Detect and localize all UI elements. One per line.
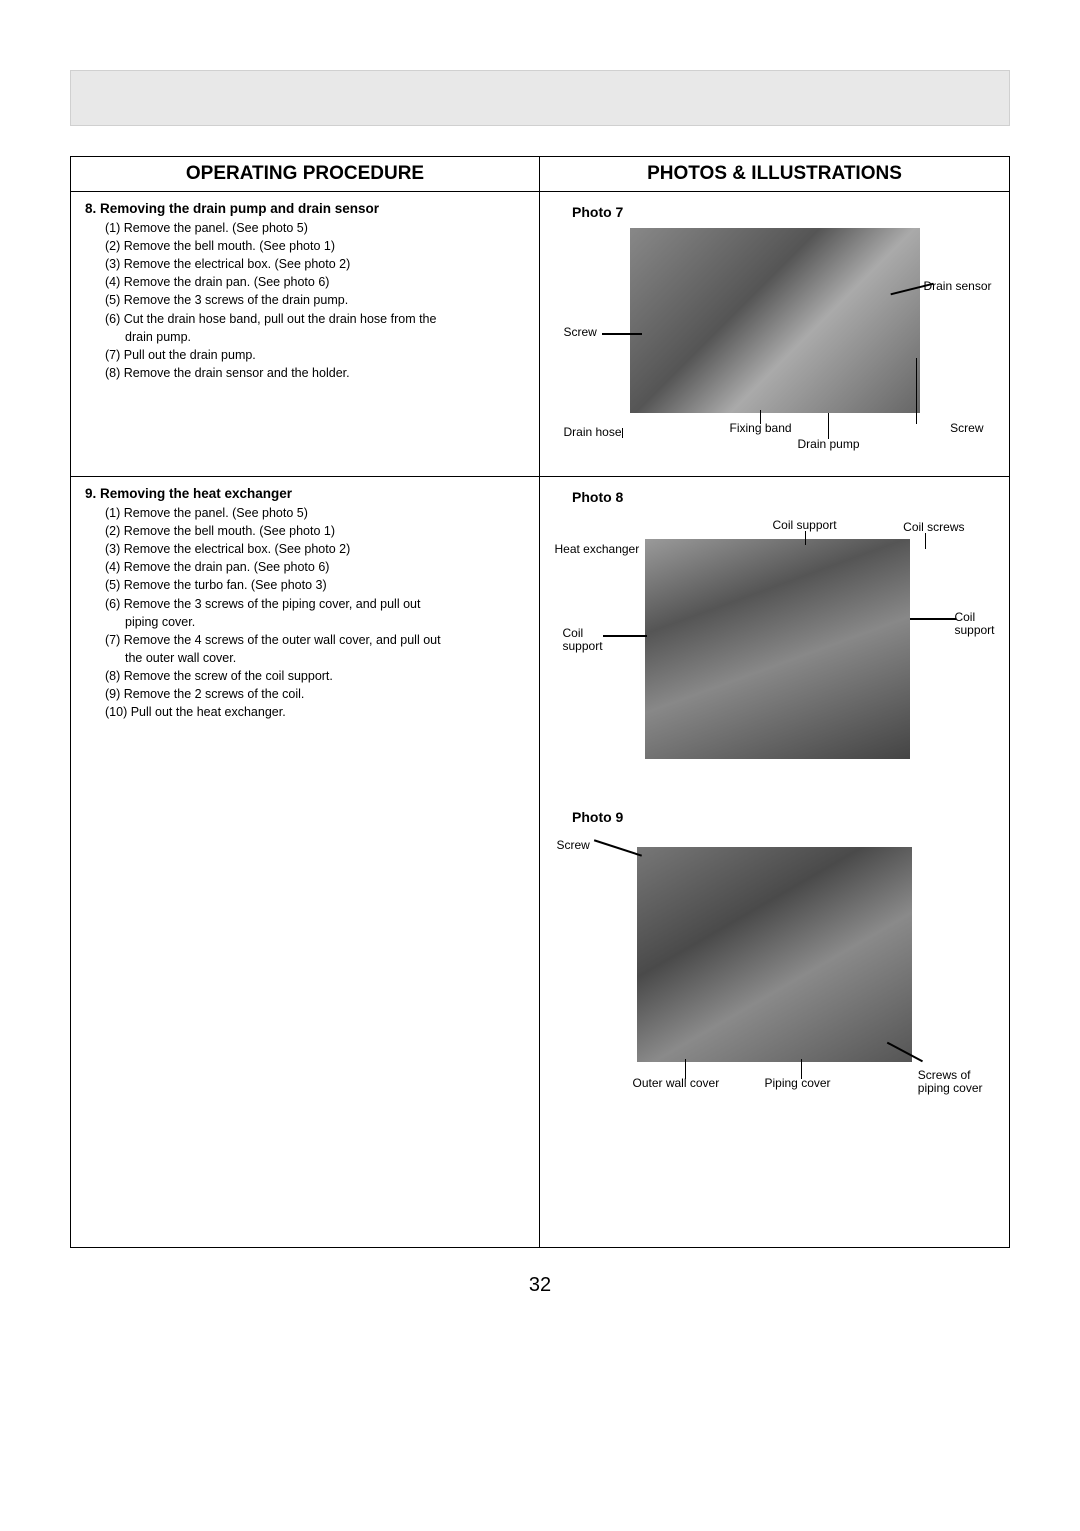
callout-drain-pump: Drain pump (798, 438, 860, 451)
step: (2) Remove the bell mouth. (See photo 1) (105, 522, 525, 540)
procedure-9: 9. Removing the heat exchanger (1) Remov… (71, 477, 540, 1247)
callout-piping-cover: Piping cover (765, 1077, 831, 1090)
photo-7-image (630, 228, 920, 413)
page-number: 32 (70, 1274, 1010, 1297)
callout-heat-exchanger: Heat exchanger (555, 543, 640, 556)
step: (4) Remove the drain pan. (See photo 6) (105, 273, 525, 291)
photo-8-frame: Coil support Coil screws Heat exchanger … (555, 513, 995, 773)
callout-screw: Screw (557, 839, 590, 852)
step: (3) Remove the electrical box. (See phot… (105, 540, 525, 558)
row-section-8: 8. Removing the drain pump and drain sen… (71, 192, 1009, 477)
step: (7) Remove the 4 screws of the outer wal… (105, 631, 525, 649)
step-sub: the outer wall cover. (105, 649, 525, 667)
callout-drain-hose: Drain hose (564, 426, 622, 439)
section-8-title: 8. Removing the drain pump and drain sen… (85, 200, 525, 219)
procedure-8: 8. Removing the drain pump and drain sen… (71, 192, 540, 476)
section-9-steps: (1) Remove the panel. (See photo 5) (2) … (85, 504, 525, 722)
step: (8) Remove the drain sensor and the hold… (105, 364, 525, 382)
photo-8-image (645, 539, 910, 759)
step: (5) Remove the turbo fan. (See photo 3) (105, 576, 525, 594)
main-table: OPERATING PROCEDURE PHOTOS & ILLUSTRATIO… (70, 156, 1010, 1248)
photos-8-9-cell: Photo 8 Coil support Coil screws Heat ex… (540, 477, 1009, 1247)
step: (9) Remove the 2 screws of the coil. (105, 685, 525, 703)
table-header-row: OPERATING PROCEDURE PHOTOS & ILLUSTRATIO… (71, 157, 1009, 192)
step: (7) Pull out the drain pump. (105, 346, 525, 364)
section-9-title: 9. Removing the heat exchanger (85, 485, 525, 504)
step: (2) Remove the bell mouth. (See photo 1) (105, 237, 525, 255)
callout-screw-left: Screw (564, 326, 597, 339)
photo-7-frame: Drain sensor Screw Drain hose Fixing ban… (560, 228, 990, 448)
photo-9-label: Photo 9 (572, 809, 995, 825)
step: (6) Remove the 3 screws of the piping co… (105, 595, 525, 613)
callout-coil-screws: Coil screws (903, 521, 964, 534)
step: (10) Pull out the heat exchanger. (105, 703, 525, 721)
step: (5) Remove the 3 screws of the drain pum… (105, 291, 525, 309)
page: OPERATING PROCEDURE PHOTOS & ILLUSTRATIO… (0, 0, 1080, 1337)
step: (1) Remove the panel. (See photo 5) (105, 504, 525, 522)
callout-outer-wall-cover: Outer wall cover (633, 1077, 720, 1090)
step: (3) Remove the electrical box. (See phot… (105, 255, 525, 273)
step: (4) Remove the drain pan. (See photo 6) (105, 558, 525, 576)
callout-screws-of-piping: Screws of piping cover (918, 1069, 983, 1095)
header-bar (70, 70, 1010, 126)
callout-screw-right: Screw (950, 422, 983, 435)
step: (1) Remove the panel. (See photo 5) (105, 219, 525, 237)
callout-drain-sensor: Drain sensor (923, 280, 991, 293)
row-section-9: 9. Removing the heat exchanger (1) Remov… (71, 477, 1009, 1247)
callout-coil-support-left: Coil support (563, 627, 603, 653)
section-8-steps: (1) Remove the panel. (See photo 5) (2) … (85, 219, 525, 382)
header-operating-procedure: OPERATING PROCEDURE (71, 157, 540, 191)
photo-9-frame: Screw Outer wall cover Piping cover Scre… (555, 833, 995, 1113)
callout-coil-support-right: Coil support (954, 611, 994, 637)
step-sub: piping cover. (105, 613, 525, 631)
header-photos-illustrations: PHOTOS & ILLUSTRATIONS (540, 157, 1009, 191)
step-sub: drain pump. (105, 328, 525, 346)
photo-9-image (637, 847, 912, 1062)
step: (6) Cut the drain hose band, pull out th… (105, 310, 525, 328)
photo-7-label: Photo 7 (572, 204, 995, 220)
photo-8-label: Photo 8 (572, 489, 995, 505)
step: (8) Remove the screw of the coil support… (105, 667, 525, 685)
photo-7-cell: Photo 7 Drain sensor Screw Drain hose Fi… (540, 192, 1009, 476)
